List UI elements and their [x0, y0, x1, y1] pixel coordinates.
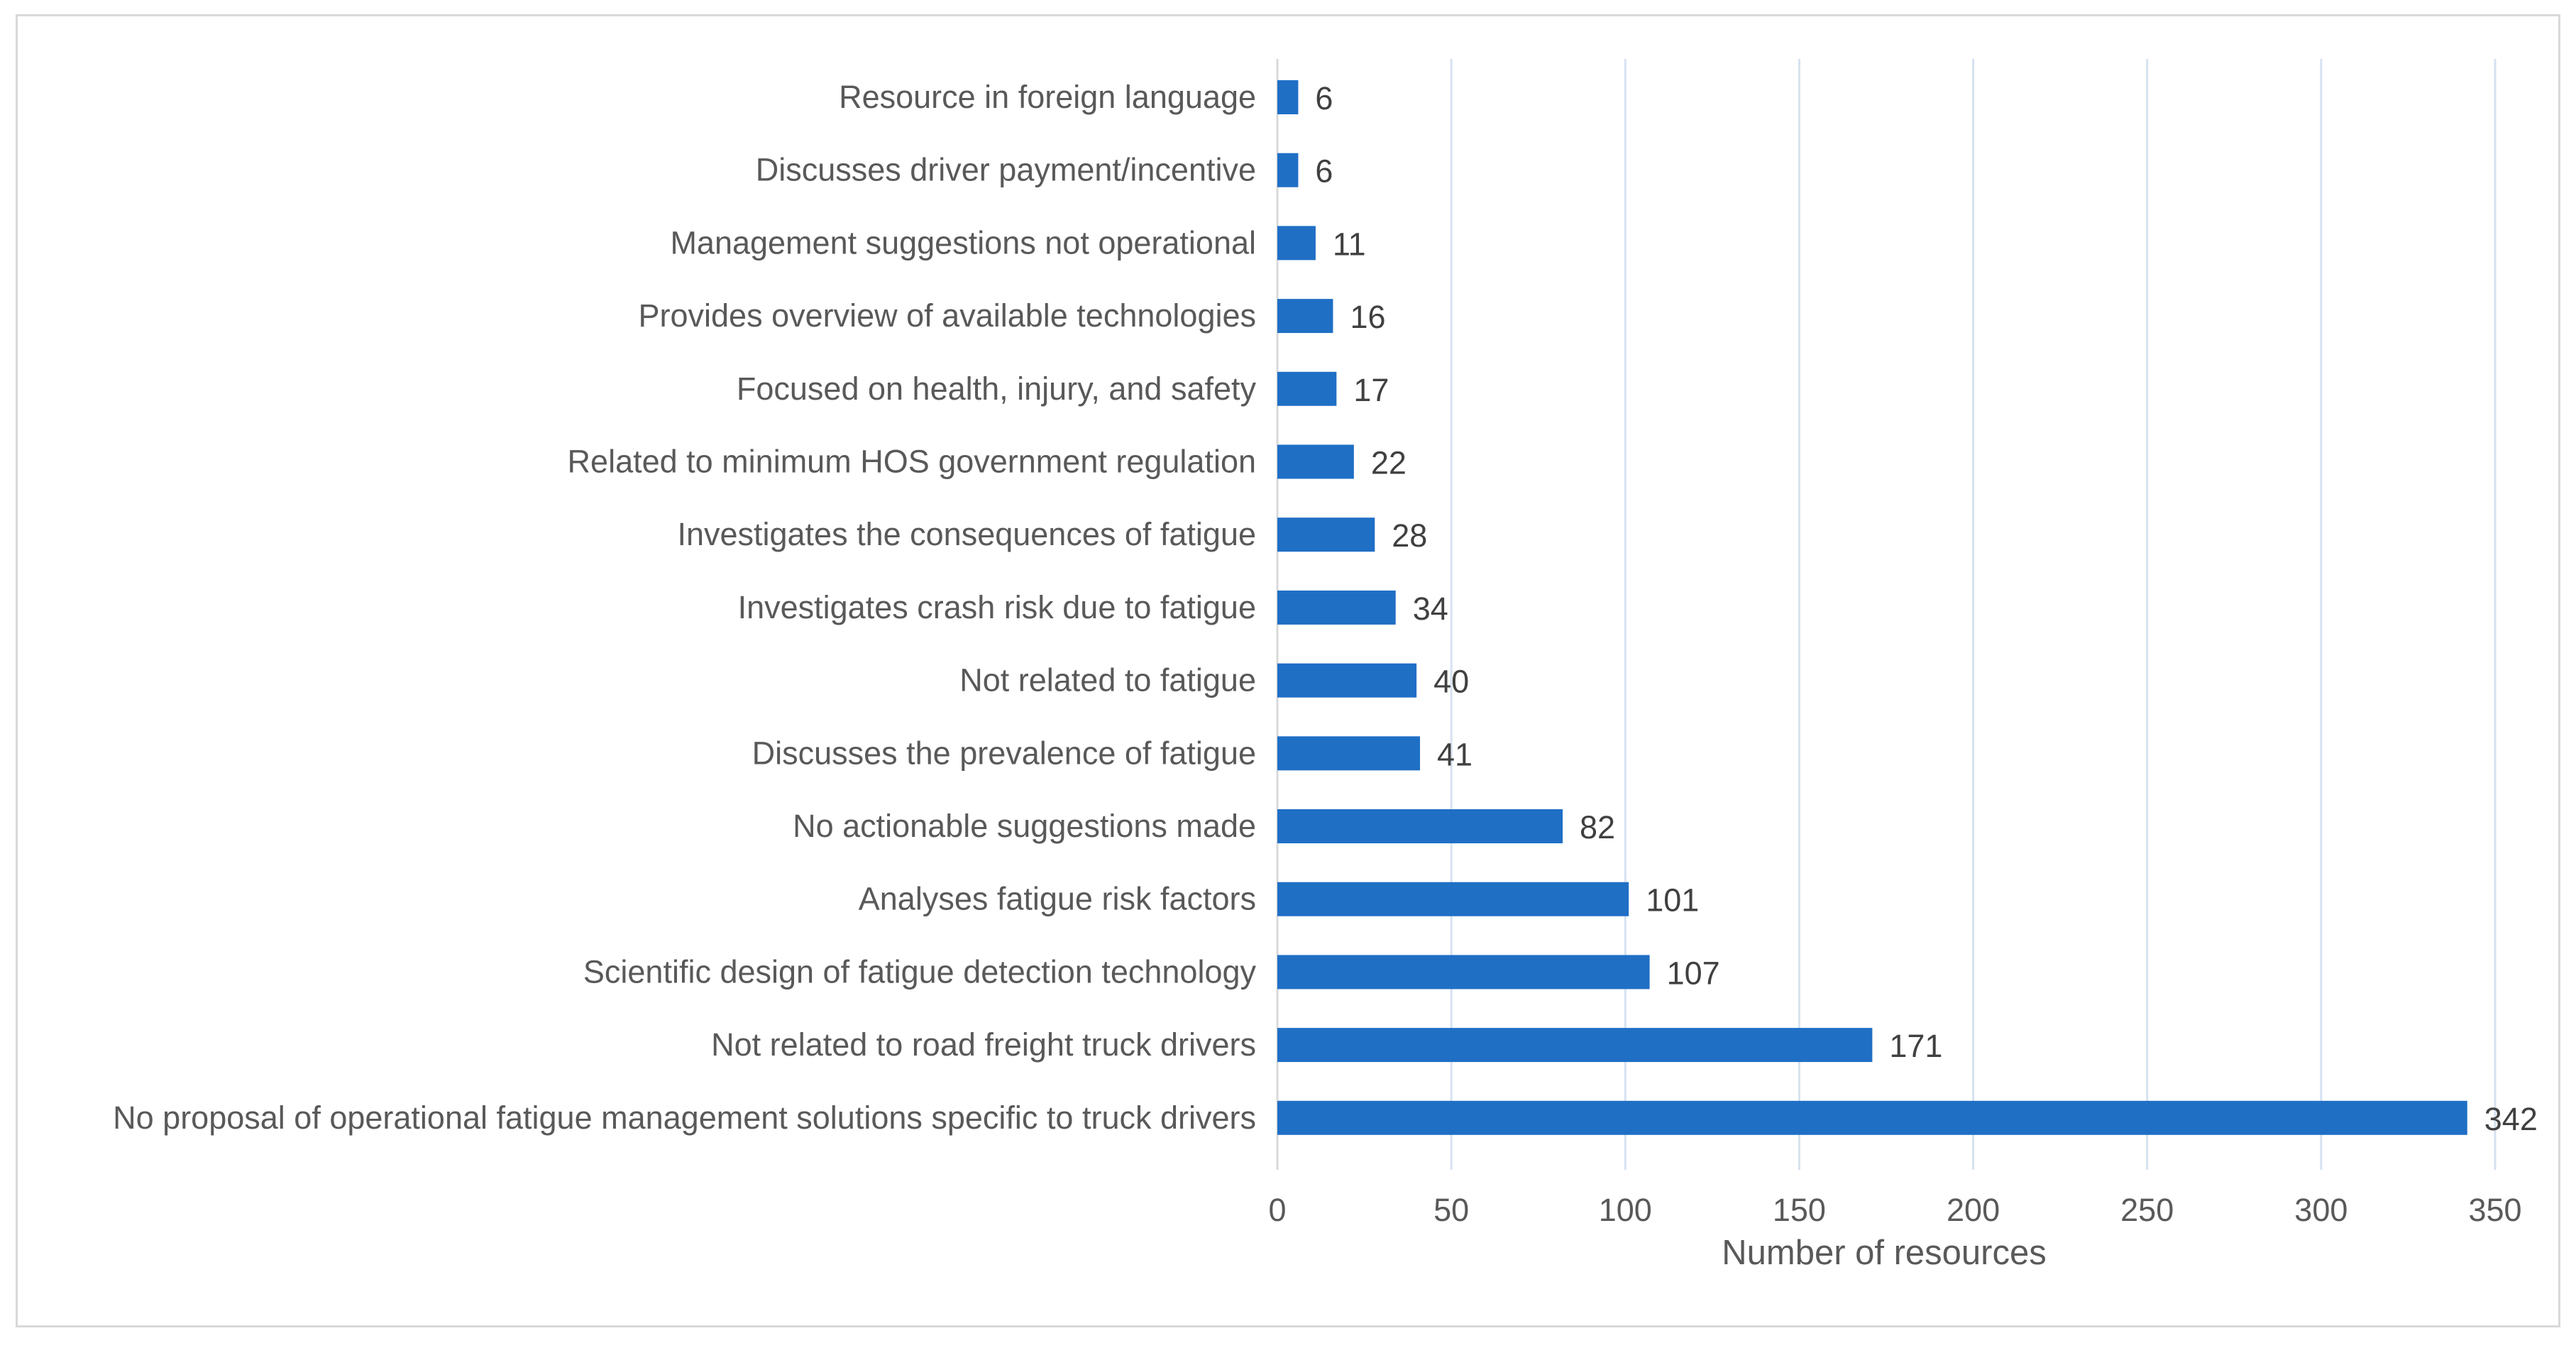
value-label: 22 [1371, 445, 1407, 481]
bar [1277, 299, 1333, 334]
x-tick-label: 200 [1947, 1192, 2000, 1228]
bar [1277, 1028, 1873, 1063]
bar [1277, 153, 1299, 187]
category-label: Related to minimum HOS government regula… [568, 444, 1256, 480]
gridlines [1276, 59, 2497, 1170]
bar [1277, 590, 1396, 625]
category-label: Not related to road freight truck driver… [711, 1026, 1256, 1063]
bar-chart: Resource in foreign language Discusses dr… [113, 59, 2538, 1272]
value-label: 171 [1889, 1028, 1942, 1064]
value-label: 101 [1646, 882, 1699, 919]
category-label: Discusses driver payment/incentive [756, 152, 1256, 188]
bar [1277, 517, 1375, 552]
bar [1277, 371, 1337, 406]
x-tick-label: 350 [2468, 1192, 2521, 1228]
x-tick-labels: 0 50 100 150 200 250 300 350 [1268, 1192, 2521, 1228]
bars [1277, 80, 2467, 1135]
value-label: 17 [1353, 372, 1389, 408]
value-label: 16 [1350, 299, 1385, 335]
value-label: 11 [1333, 226, 1366, 262]
bar [1277, 444, 1354, 479]
category-label: Not related to fatigue [959, 662, 1256, 698]
category-label: No actionable suggestions made [793, 808, 1256, 844]
bar [1277, 882, 1629, 916]
x-tick-label: 50 [1433, 1192, 1469, 1228]
category-label: No proposal of operational fatigue manag… [113, 1100, 1256, 1136]
bar [1277, 809, 1563, 843]
value-label: 40 [1433, 664, 1469, 700]
x-axis-title: Number of resources [1722, 1234, 2047, 1272]
value-label: 107 [1667, 955, 1720, 991]
bar [1277, 736, 1421, 771]
category-label: Management suggestions not operational [670, 224, 1256, 261]
bar [1277, 1100, 2467, 1135]
bar [1277, 80, 1299, 114]
bar [1277, 955, 1650, 990]
value-label: 34 [1413, 591, 1448, 627]
category-labels: Resource in foreign language Discusses dr… [113, 79, 1256, 1136]
value-label: 6 [1315, 80, 1333, 116]
category-label: Provides overview of available technolog… [639, 297, 1257, 334]
x-tick-label: 250 [2120, 1192, 2174, 1228]
category-label: Investigates crash risk due to fatigue [738, 589, 1256, 625]
chart-frame: Resource in foreign language Discusses dr… [16, 14, 2560, 1327]
category-label: Resource in foreign language [839, 79, 1256, 115]
bar [1277, 226, 1316, 261]
bar [1277, 663, 1417, 698]
value-label: 6 [1315, 153, 1333, 190]
value-label: 28 [1392, 517, 1427, 554]
x-tick-label: 300 [2294, 1192, 2347, 1228]
value-label: 41 [1437, 736, 1473, 772]
category-label: Investigates the consequences of fatigue [677, 516, 1256, 552]
value-label: 342 [2484, 1101, 2538, 1137]
category-label: Scientific design of fatigue detection t… [583, 953, 1257, 990]
category-label: Focused on health, injury, and safety [737, 371, 1257, 407]
x-tick-label: 150 [1773, 1192, 1826, 1228]
category-label: Analyses fatigue risk factors [859, 881, 1256, 917]
category-label: Discusses the prevalence of fatigue [752, 735, 1256, 771]
x-tick-label: 100 [1599, 1192, 1652, 1228]
value-label: 82 [1580, 809, 1615, 845]
x-tick-label: 0 [1268, 1192, 1286, 1228]
